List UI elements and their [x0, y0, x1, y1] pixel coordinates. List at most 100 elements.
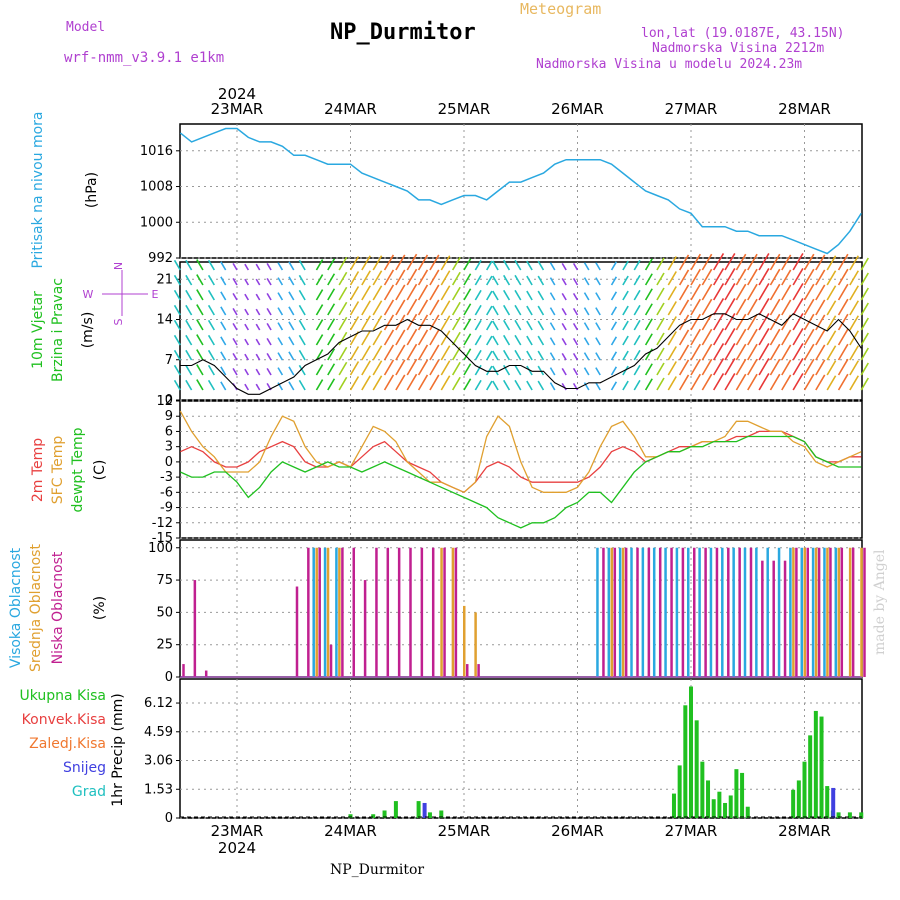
- cloud-bar-1: [440, 547, 443, 677]
- wind-barb: [837, 373, 849, 391]
- wind-barb: [288, 381, 295, 391]
- bottom-date-label: 25MAR: [438, 822, 491, 840]
- pressure-label: Pritisak na nivou mora: [30, 111, 46, 268]
- wind-barb: [486, 380, 493, 391]
- cloud-bar-2: [352, 547, 355, 677]
- wind-barb: [451, 301, 461, 316]
- wind-barb: [537, 305, 545, 316]
- wind-barb: [372, 300, 383, 316]
- wind-barb: [486, 335, 493, 346]
- wind-barb: [514, 319, 522, 331]
- wind-barb: [327, 288, 336, 301]
- cloud-bar-0: [800, 547, 803, 677]
- cloud-bar-1: [826, 547, 829, 677]
- wind-barb: [474, 379, 482, 391]
- wind-barb: [610, 276, 618, 286]
- cloud-unit: (%): [92, 596, 108, 620]
- wind-barb: [361, 330, 371, 346]
- wind-barb: [288, 351, 295, 361]
- wind-barb: [361, 360, 371, 376]
- wind-barb: [792, 328, 804, 346]
- compass-e: E: [152, 288, 159, 301]
- wind-barb: [207, 289, 215, 301]
- wind-barb: [474, 319, 482, 331]
- wind-barb: [207, 304, 215, 316]
- wind-barb: [492, 350, 499, 361]
- wind-barb: [244, 278, 250, 286]
- wind-barb: [803, 298, 815, 316]
- cloud-bar-2: [647, 547, 651, 677]
- wind-barb: [406, 358, 418, 376]
- cloud-bar-2: [307, 547, 310, 677]
- wind-barb: [690, 298, 701, 316]
- precip-legend-0: Ukupna Kisa: [19, 688, 106, 704]
- precip-bar-0: [859, 812, 864, 818]
- altitude-text: Nadmorska Visina 2212m: [652, 41, 825, 56]
- y-tick-label: 7: [165, 353, 173, 368]
- wind-barb: [220, 351, 227, 361]
- wind-barb: [860, 317, 869, 331]
- wind-barb: [656, 317, 665, 331]
- wind-barb: [429, 359, 440, 376]
- bottom-date-label: 24MAR: [324, 822, 377, 840]
- cloud-bar-2: [602, 547, 605, 677]
- wind-barb: [492, 365, 499, 376]
- wind-barb: [298, 304, 306, 316]
- wind-barb: [327, 348, 336, 361]
- wind-barb: [185, 274, 193, 286]
- wind-barb: [713, 298, 725, 316]
- cloud-label-high: Visoka Oblacnost: [8, 547, 24, 668]
- cloud-bar-2: [295, 586, 299, 677]
- wind-barb: [288, 321, 295, 331]
- wind-barb: [298, 259, 306, 271]
- precip-bar-0: [348, 814, 353, 818]
- wind-barb: [244, 338, 250, 346]
- wind-barb: [537, 290, 545, 301]
- wind-barb: [769, 373, 781, 391]
- wind-barb: [338, 286, 348, 301]
- wind-barb: [196, 319, 204, 331]
- wind-barb: [595, 382, 601, 391]
- wind-barb: [417, 269, 429, 286]
- wind-barb: [417, 284, 429, 301]
- wind-barb: [622, 380, 629, 391]
- panel-frame-wind: [179, 261, 863, 401]
- y-tick-label: 1000: [140, 215, 173, 230]
- wind-barb: [792, 253, 804, 271]
- wind-barb: [826, 330, 837, 346]
- precip-bar-0: [439, 810, 444, 818]
- model-name: wrf-nmm_v3.9.1 e1km: [64, 50, 225, 66]
- y-tick-label: 0: [165, 455, 173, 470]
- wind-barb: [463, 363, 472, 376]
- precip-bar-0: [416, 801, 421, 818]
- wind-barb: [526, 350, 533, 361]
- cloud-bar-2: [420, 547, 424, 677]
- wind-barb: [815, 359, 826, 376]
- wind-barb: [549, 277, 556, 286]
- wind-barb: [492, 305, 499, 316]
- wind-barb: [583, 352, 590, 361]
- wind-barb: [633, 289, 641, 301]
- wind-barb: [288, 336, 295, 346]
- wind-barb: [815, 284, 826, 301]
- wind-barb: [207, 274, 215, 286]
- wind-barb: [220, 366, 227, 376]
- wind-barb: [383, 329, 395, 346]
- wind-barb: [255, 308, 261, 316]
- wind-barb: [735, 358, 747, 376]
- cloud-bar-0: [335, 547, 338, 677]
- wind-barb: [173, 259, 181, 271]
- wind-barb: [549, 337, 556, 346]
- y-tick-label: -15: [152, 531, 173, 546]
- wind-barb: [792, 358, 804, 376]
- wind-barb: [526, 335, 533, 346]
- lonlat-text: lon,lat (19.0187E, 43.15N): [641, 26, 845, 41]
- wind-barb: [338, 256, 348, 271]
- wind-barb: [503, 334, 511, 346]
- wind-barb: [837, 343, 849, 361]
- cloud-bar-2: [466, 664, 469, 677]
- cloud-bar-2: [795, 547, 798, 677]
- wind-barb: [514, 289, 522, 301]
- wind-barb: [220, 306, 227, 316]
- wind-barb: [288, 366, 295, 376]
